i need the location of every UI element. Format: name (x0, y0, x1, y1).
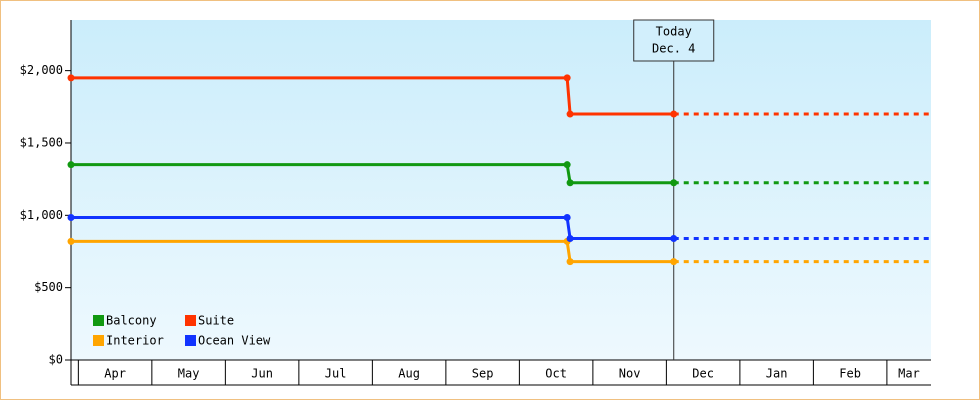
x-tick-label: Mar (898, 367, 920, 381)
x-tick-label: Jun (251, 367, 273, 381)
point (670, 110, 678, 118)
legend-label: Ocean View (198, 334, 271, 348)
y-tick-label: $1,000 (20, 208, 63, 222)
today-date: Dec. 4 (652, 42, 695, 56)
x-tick-label: Nov (619, 367, 641, 381)
point (566, 258, 574, 266)
today-label: Today (656, 25, 692, 39)
point (67, 237, 75, 245)
x-tick-label: Feb (839, 367, 861, 381)
x-tick-label: Jul (325, 367, 347, 381)
legend-swatch (185, 315, 196, 326)
point (67, 161, 75, 169)
plot-area (71, 20, 931, 360)
legend-swatch (185, 335, 196, 346)
x-tick-label: Sep (472, 367, 494, 381)
point (563, 74, 571, 82)
y-tick-label: $2,000 (20, 63, 63, 77)
series-line (71, 163, 674, 185)
point (566, 234, 574, 242)
legend-label: Interior (106, 334, 164, 348)
point (563, 161, 571, 169)
y-tick-label: $0 (49, 353, 63, 367)
x-tick-label: Aug (398, 367, 420, 381)
series-line (71, 239, 674, 264)
x-tick-label: May (178, 367, 200, 381)
legend-swatch (93, 315, 104, 326)
point (670, 234, 678, 242)
point (67, 74, 75, 82)
legend-label: Suite (198, 314, 234, 328)
point (566, 179, 574, 187)
x-tick-label: Oct (545, 367, 567, 381)
series-line (71, 215, 674, 240)
x-tick-label: Jan (766, 367, 788, 381)
legend-label: Balcony (106, 314, 157, 328)
series-line (71, 76, 674, 116)
point (670, 258, 678, 266)
y-tick-label: $1,500 (20, 135, 63, 149)
legend-swatch (93, 335, 104, 346)
point (67, 213, 75, 221)
point (566, 110, 574, 118)
x-tick-label: Dec (692, 367, 714, 381)
point (563, 213, 571, 221)
point (670, 179, 678, 187)
today-box (633, 19, 715, 62)
x-tick-label: Apr (104, 367, 126, 381)
y-tick-label: $500 (34, 280, 63, 294)
